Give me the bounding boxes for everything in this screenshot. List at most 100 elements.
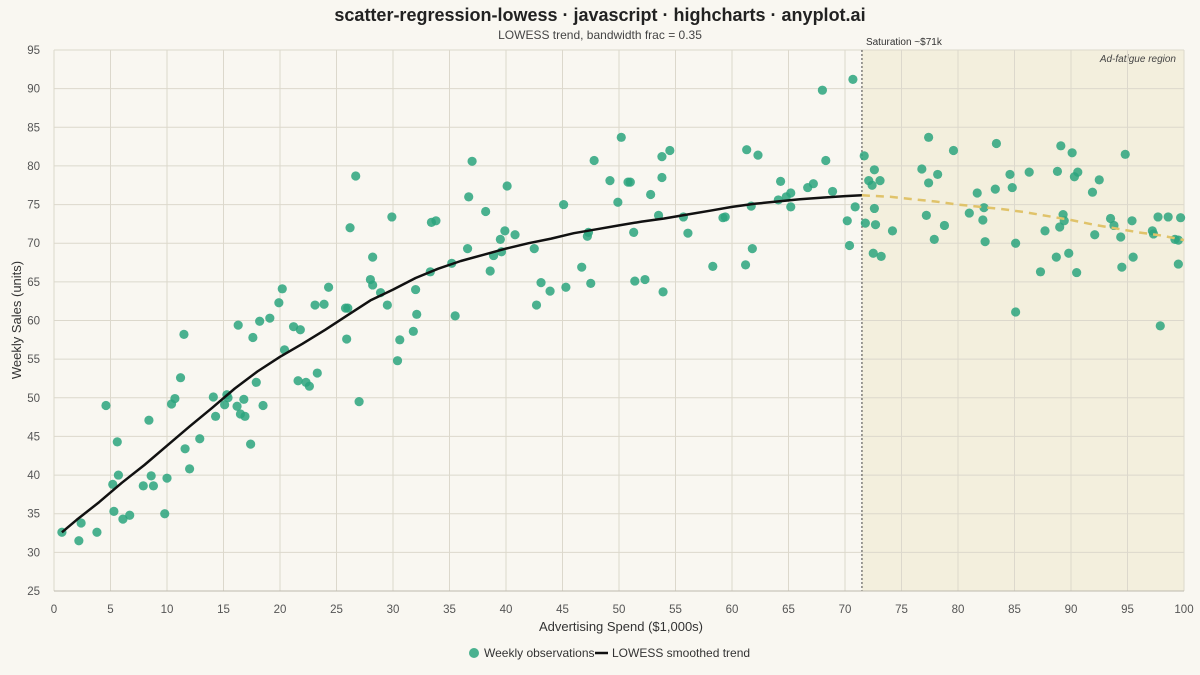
scatter-point bbox=[148, 481, 159, 491]
lowess-extension-line bbox=[861, 194, 1185, 242]
scatter-point bbox=[948, 145, 959, 156]
scatter-point bbox=[964, 208, 974, 218]
x-tick-label: 35 bbox=[443, 604, 456, 616]
scatter-point bbox=[170, 393, 180, 404]
scatter-point bbox=[74, 536, 84, 546]
scatter-point bbox=[462, 244, 473, 254]
scatter-point bbox=[232, 401, 242, 411]
scatter-point bbox=[431, 216, 441, 226]
scatter-point bbox=[1005, 169, 1015, 180]
scatter-point bbox=[657, 172, 667, 183]
scatter-point bbox=[616, 132, 626, 142]
scatter-point bbox=[368, 252, 378, 262]
legend-item-scatter[interactable]: Weekly observations bbox=[469, 646, 595, 660]
scatter-point bbox=[1090, 230, 1100, 240]
scatter-point bbox=[118, 514, 128, 524]
scatter-point bbox=[319, 299, 329, 309]
scatter-point bbox=[529, 244, 539, 254]
scatter-point bbox=[921, 210, 931, 220]
scatter-point bbox=[978, 215, 988, 225]
scatter-point bbox=[1087, 187, 1098, 197]
axes: 25 30 35 40 45 50 55 60 65 70 75 80 85 90 95 0 5 10 15 20 25… bbox=[27, 45, 1193, 616]
scatter-point bbox=[354, 397, 364, 407]
scatter-point bbox=[740, 260, 751, 270]
grid bbox=[53, 49, 1185, 592]
scatter-point bbox=[665, 145, 675, 156]
scatter-point bbox=[917, 164, 927, 174]
scatter-point bbox=[657, 152, 667, 162]
scatter-point bbox=[1094, 175, 1104, 185]
scatter-point bbox=[924, 132, 934, 142]
scatter-point bbox=[869, 203, 879, 214]
scatter-point bbox=[1173, 259, 1183, 269]
scatter-point bbox=[1051, 252, 1061, 262]
scatter-point bbox=[1040, 226, 1050, 236]
scatter-point bbox=[559, 199, 569, 210]
scatter-point bbox=[1116, 232, 1126, 242]
x-tick-label: 40 bbox=[500, 604, 513, 616]
scatter-point bbox=[450, 311, 460, 321]
scatter-point bbox=[980, 237, 990, 247]
scatter-point bbox=[827, 186, 838, 197]
scatter-point bbox=[808, 179, 818, 189]
scatter-point bbox=[747, 244, 757, 254]
scatter-point bbox=[625, 177, 635, 187]
y-tick-label: 50 bbox=[27, 393, 40, 405]
scatter-point bbox=[630, 276, 640, 286]
y-tick-label: 55 bbox=[27, 354, 40, 366]
scatter-point bbox=[408, 326, 418, 336]
scatter-point bbox=[92, 527, 102, 537]
scatter-point bbox=[195, 434, 205, 444]
scatter-point bbox=[545, 286, 555, 296]
scatter-point bbox=[220, 400, 230, 410]
saturation-label: Saturation ~$71k bbox=[866, 37, 943, 48]
scatter-point bbox=[345, 223, 355, 233]
scatter-point bbox=[392, 356, 403, 366]
scatter-point bbox=[510, 230, 520, 240]
y-tick-label: 40 bbox=[27, 470, 40, 482]
scatter-point bbox=[1011, 238, 1021, 248]
scatter-point bbox=[683, 228, 693, 238]
scatter-point bbox=[842, 216, 852, 226]
scatter-point bbox=[248, 332, 258, 343]
scatter-point bbox=[295, 325, 305, 335]
y-tick-label: 80 bbox=[27, 161, 40, 173]
x-tick-label: 10 bbox=[161, 604, 174, 616]
scatter-point bbox=[342, 334, 352, 344]
scatter-point bbox=[786, 202, 796, 212]
x-tick-label: 45 bbox=[556, 604, 569, 616]
x-tick-label: 65 bbox=[782, 604, 795, 616]
scatter-point bbox=[144, 415, 154, 425]
scatter-point bbox=[646, 189, 656, 200]
legend-item-trend[interactable]: LOWESS smoothed trend bbox=[595, 646, 750, 660]
x-tick-label: 70 bbox=[839, 604, 852, 616]
scatter-point bbox=[368, 280, 378, 290]
x-tick-label: 15 bbox=[217, 604, 230, 616]
y-tick-label: 35 bbox=[27, 509, 40, 521]
plot-band-label: Ad-fatigue region bbox=[1099, 54, 1177, 65]
scatter-point bbox=[464, 192, 474, 202]
scatter-point bbox=[1176, 213, 1186, 223]
scatter-point bbox=[412, 309, 422, 319]
scatter-point bbox=[411, 284, 421, 295]
scatter-point bbox=[786, 188, 796, 198]
scatter-point bbox=[210, 411, 221, 421]
scatter-point bbox=[868, 248, 878, 258]
scatter-point bbox=[1128, 252, 1138, 262]
y-tick-label: 85 bbox=[27, 122, 40, 134]
scatter-point bbox=[387, 212, 397, 222]
scatter-point bbox=[742, 145, 752, 155]
scatter-point bbox=[860, 218, 870, 228]
y-tick-label: 95 bbox=[27, 45, 40, 57]
scatter-point bbox=[979, 203, 989, 213]
scatter-point bbox=[848, 74, 858, 84]
scatter-point bbox=[233, 320, 243, 330]
scatter-point bbox=[138, 481, 148, 491]
scatter-point bbox=[485, 266, 495, 276]
scatter-point bbox=[1011, 307, 1021, 317]
scatter-point bbox=[208, 392, 218, 402]
y-tick-label: 75 bbox=[27, 200, 40, 212]
scatter-point bbox=[76, 518, 86, 528]
scatter-point bbox=[850, 202, 860, 212]
